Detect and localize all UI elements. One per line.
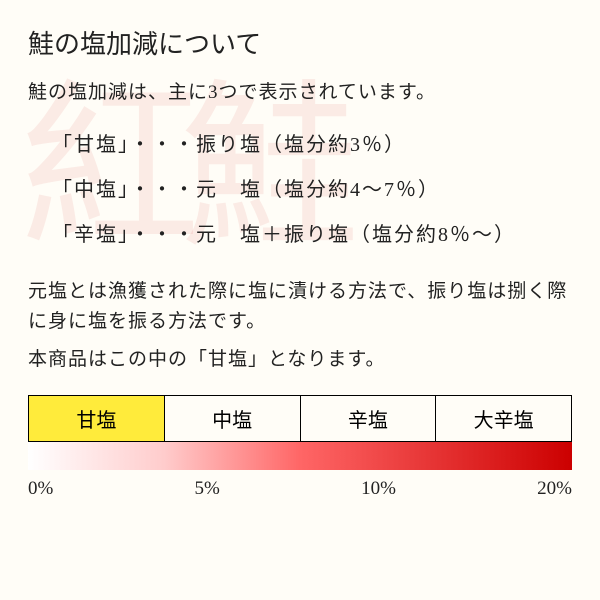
scale-labels: 0% 5% 10% 20% xyxy=(28,478,572,500)
salt-name: 「中塩」 xyxy=(52,179,130,201)
scale-label-5: 5% xyxy=(195,478,220,500)
page-title: 鮭の塩加減について xyxy=(28,24,572,61)
subtitle: 鮭の塩加減は、主に3つで表示されています。 xyxy=(28,77,572,104)
salt-item: 「甘塩」・・・振り塩（塩分約3％） xyxy=(52,128,572,157)
salt-percent: （塩分約3％） xyxy=(262,134,406,156)
salt-method: 振り塩 xyxy=(196,134,262,156)
salt-method: 元 塩＋振り塩 xyxy=(196,224,350,246)
salt-name: 「辛塩」 xyxy=(52,224,130,246)
scale-label-0: 0% xyxy=(28,478,53,500)
salt-percent: （塩分約8％～） xyxy=(350,224,516,246)
salt-dots: ・・・ xyxy=(130,179,196,201)
description-line-2: 本商品はこの中の「甘塩」となります。 xyxy=(28,344,572,371)
salt-tabs: 甘塩 中塩 辛塩 大辛塩 xyxy=(28,395,572,442)
salt-name: 「甘塩」 xyxy=(52,134,130,156)
salt-item: 「中塩」・・・元 塩（塩分約4～7％） xyxy=(52,173,572,202)
tab-karashio[interactable]: 辛塩 xyxy=(301,396,437,441)
description-line-1: 元塩とは漁獲された際に塩に漬ける方法で、振り塩は捌く際に身に塩を振る方法です。 xyxy=(28,277,572,338)
tab-ookarashio[interactable]: 大辛塩 xyxy=(436,396,571,441)
scale-label-20: 20% xyxy=(537,478,572,500)
salt-dots: ・・・ xyxy=(130,224,196,246)
scale-label-10: 10% xyxy=(361,478,396,500)
content-container: 鮭の塩加減について 鮭の塩加減は、主に3つで表示されています。 「甘塩」・・・振… xyxy=(0,0,600,524)
salt-method: 元 塩 xyxy=(196,179,262,201)
salt-dots: ・・・ xyxy=(130,134,196,156)
salt-item: 「辛塩」・・・元 塩＋振り塩（塩分約8％～） xyxy=(52,218,572,247)
tab-amashio[interactable]: 甘塩 xyxy=(29,396,165,441)
salt-gradient-bar xyxy=(28,442,572,470)
tab-chushio[interactable]: 中塩 xyxy=(165,396,301,441)
salt-level-list: 「甘塩」・・・振り塩（塩分約3％） 「中塩」・・・元 塩（塩分約4～7％） 「辛… xyxy=(28,128,572,247)
salt-percent: （塩分約4～7％） xyxy=(262,179,440,201)
